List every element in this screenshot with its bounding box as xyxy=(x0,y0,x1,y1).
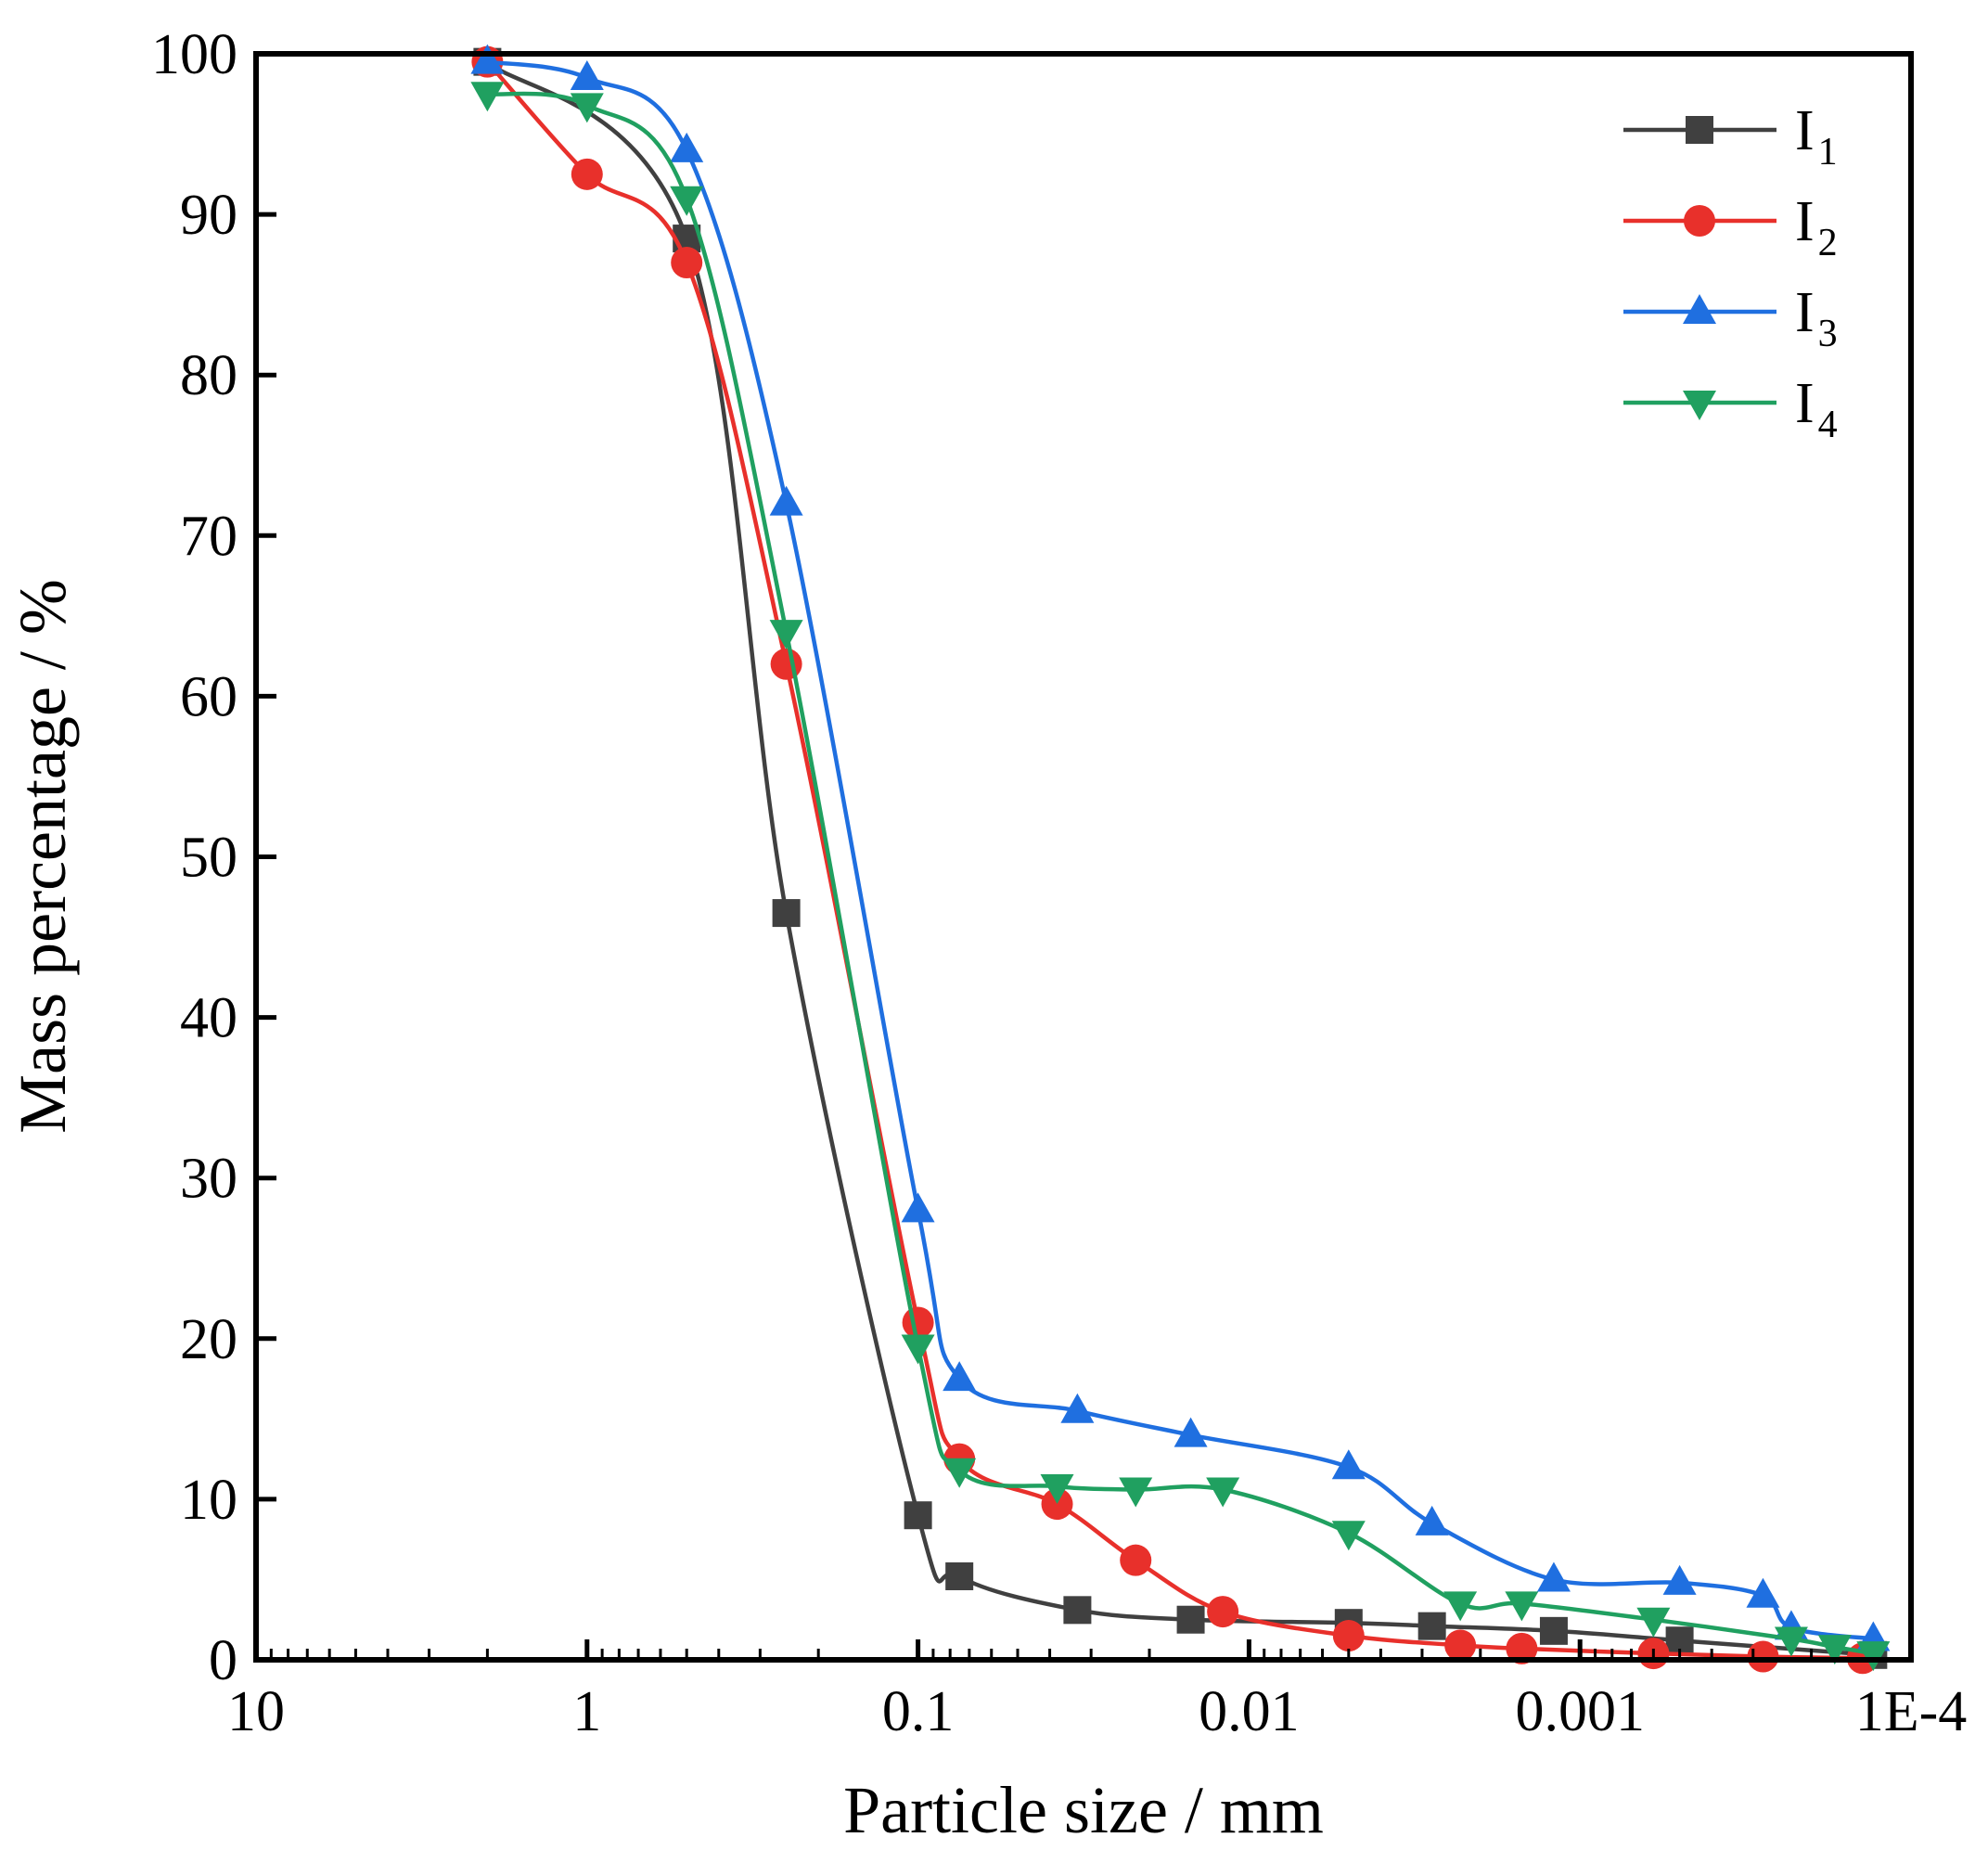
x-tick-label: 10 xyxy=(227,1680,285,1743)
y-tick-label: 20 xyxy=(180,1308,237,1371)
data-point-I4 xyxy=(1040,1474,1074,1505)
data-point-I3 xyxy=(1746,1577,1780,1608)
y-tick-label: 30 xyxy=(180,1148,237,1211)
legend-item-I1: I1 xyxy=(1623,99,1838,173)
legend-item-I3: I3 xyxy=(1623,281,1838,355)
data-point-I4 xyxy=(901,1334,935,1365)
x-tick-label: 0.1 xyxy=(882,1680,955,1743)
data-point-I2 xyxy=(1506,1632,1538,1664)
legend-label-I3: I3 xyxy=(1795,281,1838,355)
y-tick-label: 50 xyxy=(180,827,237,890)
data-point-I2 xyxy=(1120,1544,1152,1576)
data-point-I1 xyxy=(904,1501,932,1530)
legend-label-I1: I1 xyxy=(1795,99,1838,173)
data-point-I3 xyxy=(1060,1393,1095,1423)
legend: I1 I2 I3 I4 xyxy=(1623,99,1838,446)
y-tick-label: 10 xyxy=(180,1469,237,1532)
data-point-I4 xyxy=(1636,1607,1671,1638)
data-point-I3 xyxy=(670,132,704,162)
legend-marker-I3 xyxy=(1683,294,1716,324)
data-point-I4 xyxy=(670,186,704,216)
series-line-I2 xyxy=(485,60,1863,1661)
data-point-I3 xyxy=(769,485,803,516)
data-point-I2 xyxy=(1747,1640,1779,1673)
series-line-I3 xyxy=(487,59,1874,1641)
y-tick-label: 80 xyxy=(180,344,237,407)
legend-item-I4: I4 xyxy=(1623,372,1838,446)
data-point-I2 xyxy=(671,247,703,279)
x-axis-title: Particle size / mm xyxy=(843,1773,1324,1847)
data-point-I3 xyxy=(1174,1417,1208,1447)
data-point-I3 xyxy=(1662,1564,1697,1595)
data-point-I3 xyxy=(1331,1449,1366,1480)
data-point-I3 xyxy=(470,44,505,74)
data-point-I1 xyxy=(772,899,801,928)
data-point-I2 xyxy=(1207,1596,1239,1628)
data-point-I3 xyxy=(943,1361,977,1392)
x-tick-label: 0.01 xyxy=(1199,1680,1300,1743)
data-point-I4 xyxy=(1443,1591,1478,1622)
y-axis-title: Mass percentage / % xyxy=(6,579,80,1134)
x-tick-label: 1 xyxy=(572,1680,601,1743)
data-point-I4 xyxy=(1774,1626,1808,1657)
data-point-I4 xyxy=(1856,1641,1891,1672)
data-point-I2 xyxy=(902,1306,934,1339)
data-point-I3 xyxy=(901,1192,935,1223)
data-point-I2 xyxy=(571,158,603,190)
y-tick-label: 100 xyxy=(151,23,237,86)
y-tick-label: 60 xyxy=(180,665,237,728)
data-point-I2 xyxy=(1332,1620,1365,1652)
data-point-I4 xyxy=(470,82,505,112)
y-tick-label: 70 xyxy=(180,505,237,568)
data-point-I4 xyxy=(1331,1521,1366,1551)
legend-marker-I4 xyxy=(1683,391,1716,420)
data-point-I2 xyxy=(1041,1488,1073,1521)
data-point-I1 xyxy=(1417,1612,1446,1640)
y-tick-label: 40 xyxy=(180,987,237,1050)
data-point-I3 xyxy=(1415,1505,1449,1535)
legend-label-I4: I4 xyxy=(1795,372,1838,446)
y-tick-label: 90 xyxy=(180,184,237,247)
data-point-I1 xyxy=(1539,1616,1568,1645)
data-point-I2 xyxy=(770,648,802,680)
legend-label-I2: I2 xyxy=(1795,190,1838,264)
data-point-I1 xyxy=(1063,1596,1092,1625)
data-point-I2 xyxy=(1444,1629,1477,1662)
series-I3 xyxy=(470,44,1891,1651)
data-point-I4 xyxy=(769,620,803,650)
data-point-I4 xyxy=(1505,1591,1539,1622)
data-point-I3 xyxy=(570,59,604,90)
series-I4 xyxy=(470,82,1891,1672)
legend-marker-I2 xyxy=(1684,205,1715,237)
y-tick-label: 0 xyxy=(209,1629,237,1692)
data-point-I1 xyxy=(1176,1605,1205,1634)
data-point-I4 xyxy=(570,93,604,123)
data-point-I4 xyxy=(1119,1477,1153,1508)
legend-marker-I1 xyxy=(1686,116,1713,144)
legend-item-I2: I2 xyxy=(1623,190,1838,264)
data-point-I3 xyxy=(1536,1561,1571,1592)
data-point-I1 xyxy=(945,1561,974,1590)
x-tick-label: 0.001 xyxy=(1515,1680,1645,1743)
x-tick-label: 1E-4 xyxy=(1855,1680,1968,1743)
data-point-I4 xyxy=(943,1458,977,1488)
data-point-I4 xyxy=(1817,1635,1852,1665)
data-point-I4 xyxy=(1206,1477,1240,1508)
